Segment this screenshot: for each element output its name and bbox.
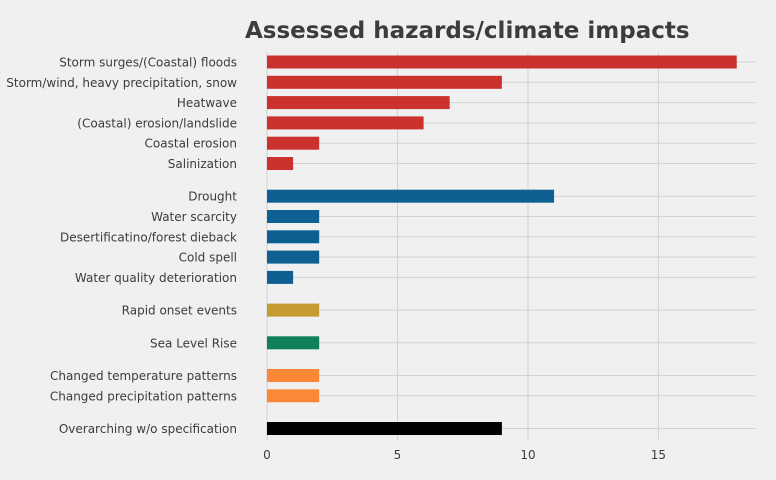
- category-label: Heatwave: [177, 96, 237, 110]
- x-tick-label: 10: [520, 448, 535, 462]
- category-label: Overarching w/o specification: [59, 422, 237, 436]
- bar: [267, 136, 320, 150]
- bar: [267, 389, 320, 403]
- bar: [267, 422, 502, 435]
- category-label: Storm/wind, heavy precipitation, snow: [6, 76, 237, 90]
- x-tick-label: 0: [263, 448, 271, 462]
- bar: [267, 157, 294, 170]
- x-tick-labels: 0 5 10 15: [263, 448, 666, 462]
- category-label: Changed temperature patterns: [50, 369, 237, 383]
- bar: [267, 230, 320, 244]
- category-label: Drought: [188, 190, 237, 204]
- bar: [267, 116, 424, 130]
- bar: [267, 75, 502, 89]
- bar: [267, 96, 450, 110]
- category-labels: Storm surges/(Coastal) floods Storm/wind,…: [6, 56, 237, 437]
- x-tick-label: 15: [651, 448, 666, 462]
- bar: [267, 55, 737, 69]
- category-label: Rapid onset events: [122, 304, 237, 318]
- bar: [267, 270, 294, 284]
- category-label: Desertificatino/forest dieback: [60, 230, 237, 244]
- category-label: Salinization: [168, 157, 237, 171]
- category-label: (Coastal) erosion/landslide: [77, 116, 237, 130]
- category-label: Storm surges/(Coastal) floods: [59, 56, 237, 70]
- category-label: Water scarcity: [151, 210, 237, 224]
- category-label: Changed precipitation patterns: [50, 389, 237, 403]
- gridlines: [266, 52, 755, 440]
- bars: [267, 55, 737, 435]
- bar: [267, 303, 320, 317]
- bar: [267, 336, 320, 350]
- bar: [267, 250, 320, 264]
- category-label: Sea Level Rise: [150, 336, 237, 350]
- category-label: Coastal erosion: [145, 137, 237, 151]
- category-label: Cold spell: [179, 251, 237, 265]
- x-tick-label: 5: [394, 448, 402, 462]
- bar: [267, 369, 320, 382]
- bar: [267, 210, 320, 223]
- chart-title: Assessed hazards/climate impacts: [245, 18, 690, 44]
- bar: [267, 189, 555, 203]
- category-label: Water quality deterioration: [75, 271, 237, 285]
